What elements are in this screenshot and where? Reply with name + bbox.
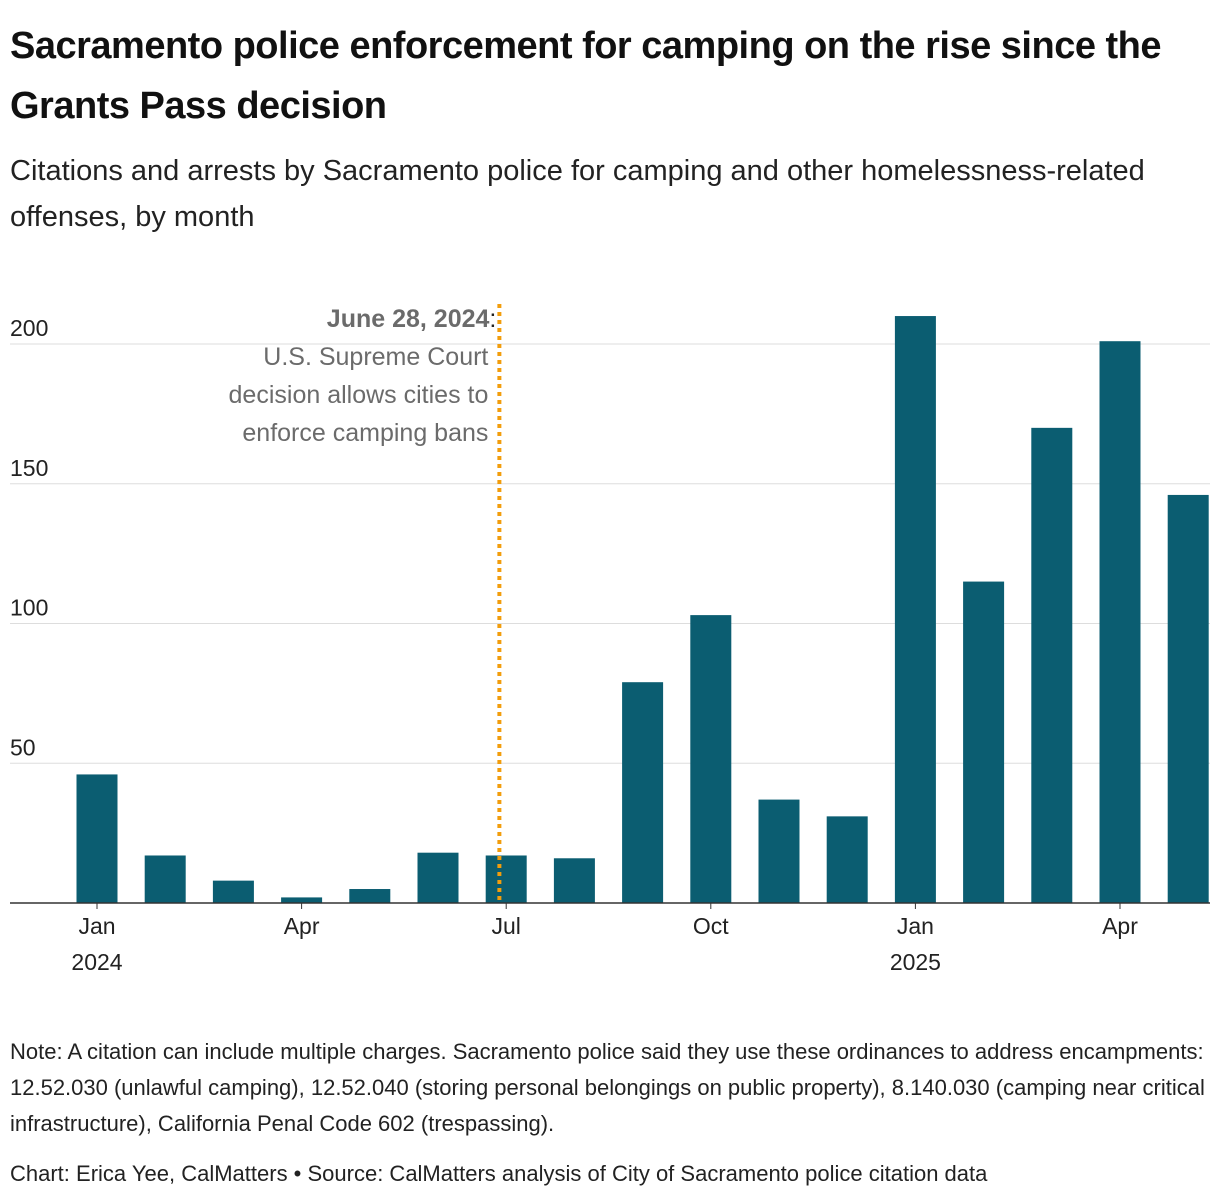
x-tick-year-label: 2024 (71, 949, 122, 975)
bar (144, 855, 186, 903)
x-tick-label: Apr (284, 913, 320, 939)
x-tick-label: Apr (1102, 913, 1138, 939)
bar (1031, 427, 1073, 903)
bar (1167, 494, 1209, 903)
bar (76, 774, 118, 903)
bar (553, 858, 595, 903)
y-tick-label: 50 (10, 734, 36, 760)
bar (894, 316, 936, 903)
bar (349, 889, 391, 903)
x-tick-year-label: 2025 (890, 949, 941, 975)
x-tick-label: Jan (78, 913, 115, 939)
chart-title: Sacramento police enforcement for campin… (10, 25, 1162, 127)
bar (690, 615, 732, 903)
annotation-line: enforce camping bans (242, 419, 488, 447)
y-tick-label: 150 (10, 455, 48, 481)
bar (622, 682, 664, 903)
chart-subtitle: Citations and arrests by Sacramento poli… (10, 155, 1145, 233)
chart-credit: Chart: Erica Yee, CalMatters • Source: C… (10, 1161, 988, 1186)
chart-area: 50 100 150 200 Jan 2024 Apr Jul Oct Jan 2025 Apr Jun… (0, 280, 1220, 1000)
y-tick-label: 200 (10, 315, 48, 341)
annotation-line: decision allows cities to (229, 381, 489, 409)
y-tick-label: 100 (10, 595, 48, 621)
bar (485, 855, 527, 903)
annotation-date: June 28, 2024: (327, 305, 497, 333)
bar (1099, 341, 1141, 903)
bar (963, 581, 1005, 903)
bar (281, 897, 323, 903)
x-tick-label: Oct (693, 913, 729, 939)
bar (758, 799, 800, 903)
bar (826, 816, 868, 903)
x-tick-label: Jan (897, 913, 934, 939)
x-tick-label: Jul (491, 913, 520, 939)
annotation-line: U.S. Supreme Court (263, 343, 488, 371)
bar (417, 852, 459, 903)
bar (212, 880, 254, 903)
bar-chart: 50 100 150 200 Jan 2024 Apr Jul Oct Jan 2025 Apr Jun… (10, 304, 1210, 975)
chart-note: Note: A citation can include multiple ch… (10, 1039, 1205, 1136)
